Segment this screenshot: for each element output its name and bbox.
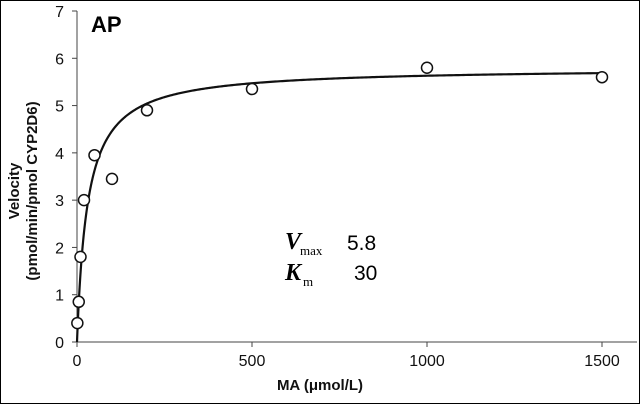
y-tick-label: 0: [55, 335, 64, 352]
data-point: [72, 295, 85, 309]
param-vmax: V max 5.8: [285, 229, 376, 258]
param-vmax-subscript: max: [300, 243, 323, 258]
data-point: [88, 148, 101, 162]
x-tick-label: 1500: [584, 353, 620, 370]
panel-label: AP: [91, 12, 122, 37]
axes: [76, 11, 637, 343]
data-point: [420, 61, 434, 74]
param-km: K m 30: [284, 260, 377, 289]
data-point: [71, 316, 84, 330]
data-points: [71, 61, 609, 330]
y-axis-label-line2: (pmol/min/pmol CYP2D6): [24, 101, 41, 280]
x-ticks: 0 500 1000 1500: [73, 342, 620, 370]
y-axis-label: Velocity (pmol/min/pmol CYP2D6): [6, 101, 41, 280]
param-vmax-symbol: V: [285, 229, 303, 255]
y-ticks: 0 1 2 3 4 5 6 7: [55, 4, 77, 352]
data-point: [140, 104, 154, 117]
x-tick-label: 1000: [409, 353, 445, 370]
y-tick-label: 3: [55, 193, 64, 210]
data-point: [245, 82, 259, 96]
x-tick-label: 0: [73, 353, 82, 370]
param-km-subscript: m: [303, 274, 313, 289]
y-tick-label: 1: [55, 288, 64, 305]
data-point: [74, 250, 87, 264]
fit-curve: [75, 72, 603, 342]
data-point: [595, 70, 609, 84]
param-km-symbol: K: [284, 260, 303, 286]
y-tick-label: 6: [55, 51, 64, 68]
y-tick-label: 5: [55, 99, 64, 116]
param-km-value: 30: [354, 262, 377, 285]
param-vmax-value: 5.8: [347, 232, 376, 255]
y-tick-label: 4: [55, 146, 64, 163]
data-point: [105, 172, 119, 186]
x-axis-label: MA (μmol/L): [277, 377, 363, 394]
x-tick-label: 500: [239, 353, 266, 370]
y-tick-label: 2: [55, 240, 64, 257]
y-axis-label-line1: Velocity: [6, 162, 23, 219]
y-tick-label: 7: [55, 4, 64, 21]
data-point: [77, 193, 91, 207]
